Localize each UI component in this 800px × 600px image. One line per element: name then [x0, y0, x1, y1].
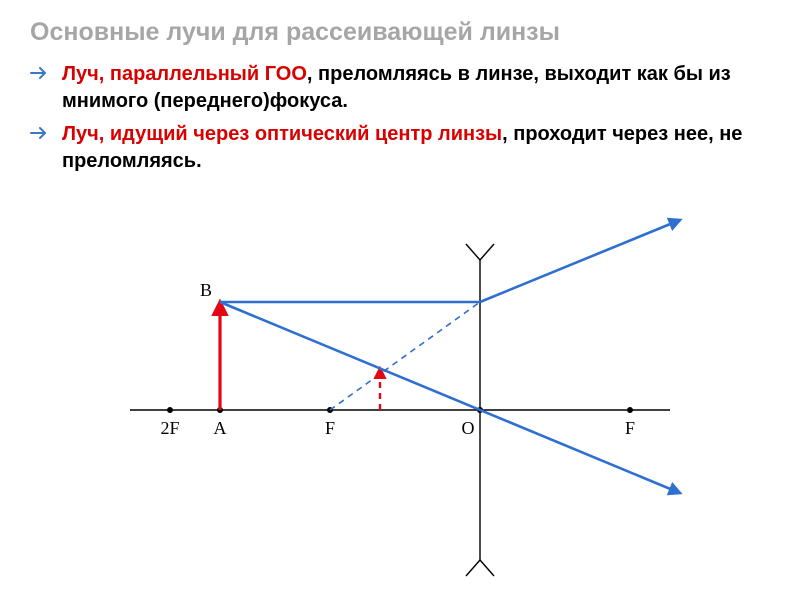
bullet-1: Луч, параллельный ГОО, преломляясь в лин… — [30, 61, 770, 115]
lens-top-bracket — [466, 244, 494, 260]
bullet-2: Луч, идущий через оптический центр линзы… — [30, 121, 770, 175]
bullet-arrow-icon — [30, 125, 52, 141]
axis-point-Fright — [627, 407, 633, 413]
lens-bottom-bracket — [466, 560, 494, 576]
label-f-left: F — [325, 418, 335, 438]
label-2f: 2F — [160, 418, 179, 438]
bullet-arrow-icon — [30, 65, 52, 81]
bullet-list: Луч, параллельный ГОО, преломляясь в лин… — [30, 61, 770, 175]
label-o: O — [462, 418, 475, 438]
label-b: B — [200, 280, 212, 300]
label-f-right: F — [625, 418, 635, 438]
bullet-2-highlight: Луч, идущий через оптический центр линзы — [62, 123, 502, 145]
slide-title: Основные лучи для рассеивающей линзы — [30, 18, 770, 47]
bullet-1-highlight: Луч, параллельный ГОО — [62, 63, 307, 85]
ray-through-center — [220, 302, 680, 493]
label-a: A — [214, 418, 227, 438]
ray-parallel-refracted — [480, 220, 680, 302]
axis-point-twoF — [167, 407, 173, 413]
lens-diagram: 2F A F O F B — [100, 210, 700, 580]
